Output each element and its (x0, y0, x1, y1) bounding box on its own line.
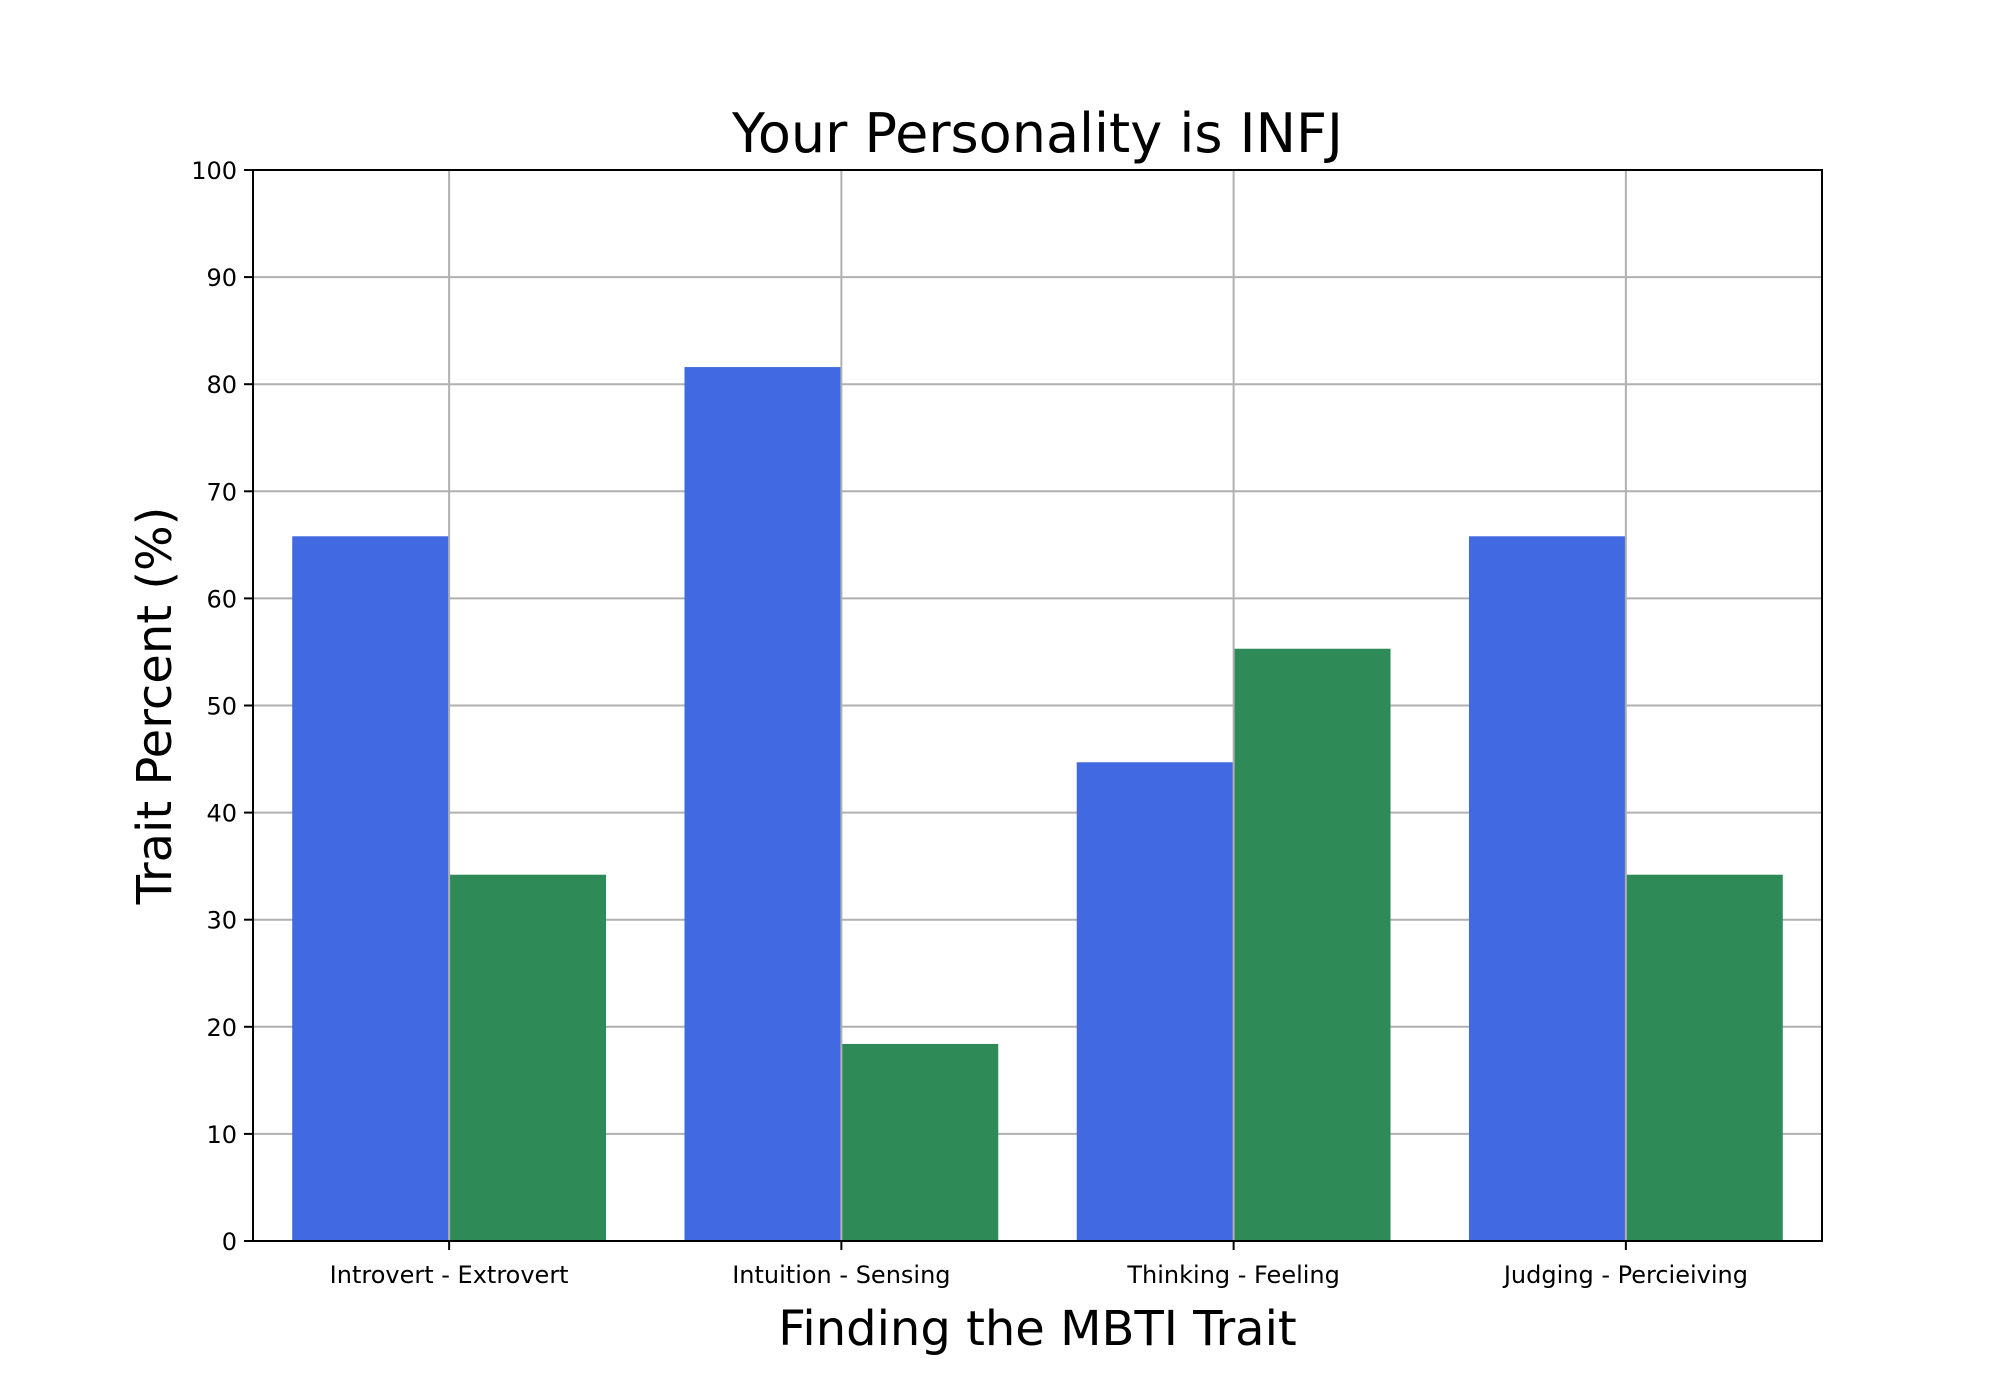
bar-series-1-1 (292, 536, 450, 1241)
y-axis-label: Trait Percent (%) (127, 507, 183, 906)
bar-series-2-4 (1625, 874, 1783, 1241)
x-ticks-layer: Introvert - Extrovert Intuition - Sensing… (330, 1241, 1748, 1289)
bar-series-1-4 (1468, 536, 1626, 1241)
x-axis-label: Finding the MBTI Trait (778, 1301, 1297, 1357)
x-tick-label: Judging - Percieiving (1502, 1261, 1748, 1289)
y-tick-label: 70 (206, 478, 237, 506)
bar-series-1-3 (1076, 762, 1234, 1241)
y-tick-label: 80 (206, 371, 237, 399)
y-tick-label: 30 (206, 907, 237, 935)
chart-title: Your Personality is INFJ (731, 102, 1343, 165)
x-tick-label: Thinking - Feeling (1126, 1261, 1339, 1289)
y-tick-label: 90 (206, 264, 237, 292)
y-tick-label: 10 (206, 1121, 237, 1149)
y-tick-label: 20 (206, 1014, 237, 1042)
bar-series-2-1 (449, 874, 607, 1241)
y-tick-label: 60 (206, 585, 237, 613)
y-tick-label: 40 (206, 800, 237, 828)
bar-series-1-2 (684, 367, 842, 1242)
y-tick-label: 0 (222, 1228, 237, 1256)
y-tick-label: 100 (191, 157, 237, 185)
bar-series-2-2 (841, 1043, 999, 1241)
bars-layer (292, 367, 1783, 1242)
bar-series-2-3 (1233, 648, 1391, 1241)
vertical-grid-layer (448, 170, 1627, 1241)
x-tick-label: Introvert - Extrovert (330, 1261, 569, 1289)
x-tick-label: Intuition - Sensing (732, 1261, 950, 1289)
y-tick-label: 50 (206, 693, 237, 721)
y-ticks-layer: 0 10 20 30 40 50 60 70 80 90 100 (191, 157, 253, 1256)
